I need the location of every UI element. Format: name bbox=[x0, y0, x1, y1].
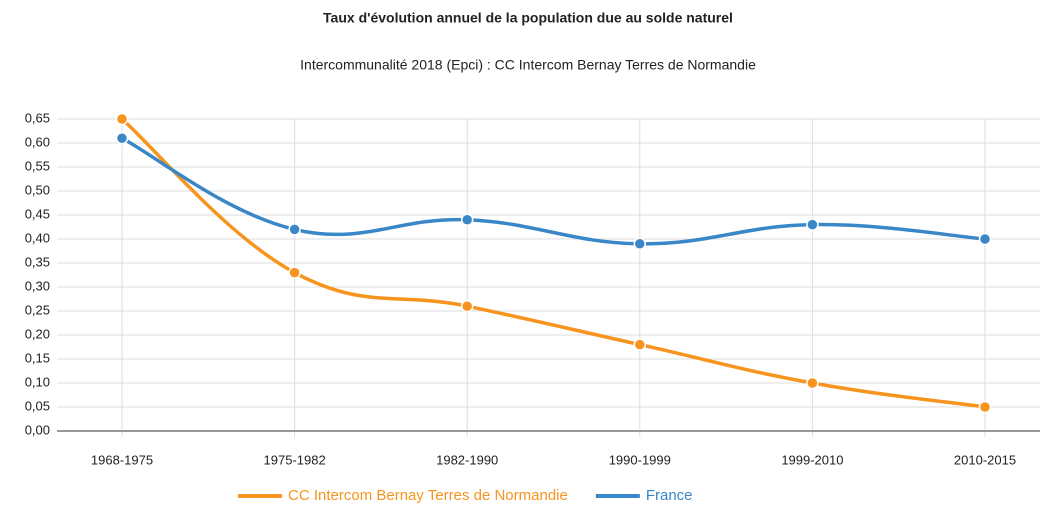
x-tick-label: 1975-1982 bbox=[264, 452, 326, 467]
legend-label: France bbox=[646, 487, 693, 504]
chart-title: Taux d'évolution annuel de la population… bbox=[323, 10, 733, 26]
data-point bbox=[460, 299, 474, 313]
data-point bbox=[633, 338, 647, 351]
data-point bbox=[115, 112, 129, 126]
legend-label: CC Intercom Bernay Terres de Normandie bbox=[288, 487, 568, 504]
data-point bbox=[806, 376, 819, 390]
y-tick-label: 0,50 bbox=[25, 182, 50, 197]
x-tick-label: 1982-1990 bbox=[436, 452, 498, 467]
data-point bbox=[978, 400, 992, 414]
y-tick-label: 0,05 bbox=[25, 398, 50, 413]
y-tick-label: 0,45 bbox=[25, 206, 50, 221]
x-tick-label: 1968-1975 bbox=[91, 452, 153, 467]
y-tick-label: 0,60 bbox=[25, 134, 50, 149]
y-tick-label: 0,00 bbox=[25, 422, 50, 437]
data-point bbox=[978, 232, 992, 246]
y-tick-label: 0,30 bbox=[25, 278, 50, 293]
y-tick-label: 0,40 bbox=[25, 230, 50, 245]
series-line bbox=[121, 136, 986, 246]
data-point bbox=[633, 237, 647, 251]
data-point bbox=[460, 213, 474, 227]
data-point bbox=[288, 223, 301, 236]
series-line bbox=[120, 117, 986, 409]
x-tick-label: 1990-1999 bbox=[609, 452, 671, 467]
y-tick-label: 0,25 bbox=[25, 302, 50, 317]
y-tick-label: 0,20 bbox=[25, 326, 50, 341]
y-tick-label: 0,15 bbox=[25, 350, 50, 365]
y-tick-label: 0,55 bbox=[25, 158, 50, 173]
chart-subtitle: Intercommunalité 2018 (Epci) : CC Interc… bbox=[300, 57, 756, 73]
data-point bbox=[806, 218, 819, 231]
data-point bbox=[115, 131, 129, 145]
x-tick-label: 2010-2015 bbox=[954, 452, 1016, 467]
y-tick-label: 0,10 bbox=[25, 374, 50, 389]
x-tick-label: 1999-2010 bbox=[781, 452, 843, 467]
y-tick-label: 0,65 bbox=[25, 110, 50, 125]
data-point bbox=[288, 266, 301, 279]
y-tick-label: 0,35 bbox=[25, 254, 50, 269]
